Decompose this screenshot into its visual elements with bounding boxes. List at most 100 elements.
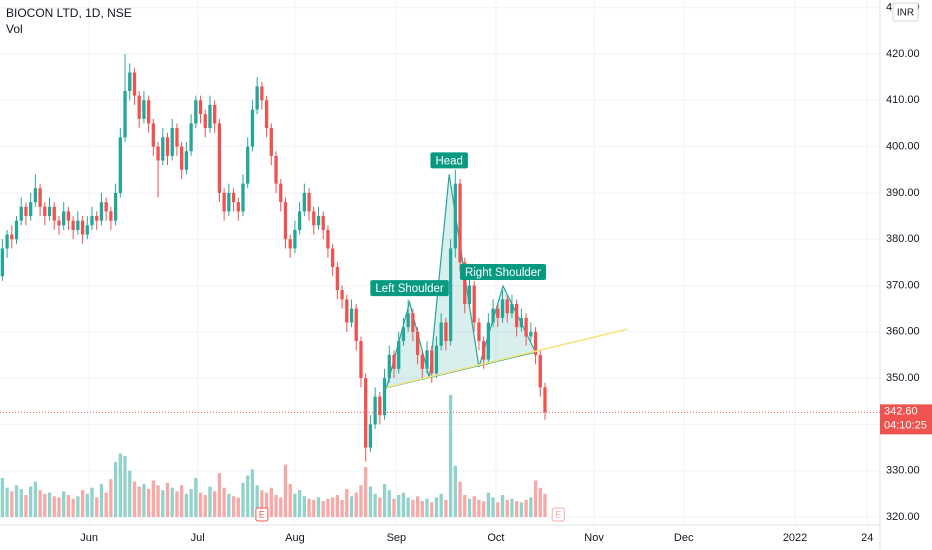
candle-body (505, 299, 509, 314)
volume-bar (104, 492, 108, 517)
candle-body (113, 192, 118, 221)
volume-bar (231, 496, 236, 517)
volume-bar (481, 501, 486, 517)
annotation-box (430, 152, 468, 169)
volume-bar (269, 487, 273, 517)
volume-bar (467, 498, 472, 517)
volume-bar (137, 486, 141, 517)
x-tick-label: Jun (80, 532, 98, 544)
candle-body (335, 266, 340, 291)
candle-body (264, 100, 269, 129)
volume-bar (29, 486, 33, 517)
volume-bar (5, 487, 9, 517)
volume-bar (321, 501, 325, 517)
volume-bar (491, 497, 495, 517)
candle-body (71, 220, 75, 230)
volume-bar (472, 496, 476, 517)
candle-body (236, 202, 240, 212)
volume-bar (387, 490, 391, 517)
volume-bar (293, 493, 297, 517)
volume-bar (43, 493, 47, 517)
candle-body (340, 290, 344, 300)
candle-body (401, 327, 406, 342)
x-tick-label: Nov (584, 532, 604, 544)
candle-body (316, 216, 321, 226)
candle-body (189, 123, 193, 152)
volume-bar (161, 490, 165, 517)
candle-body (472, 285, 476, 323)
volume-bar (378, 497, 382, 517)
volume-bar (71, 498, 75, 517)
volume-bar (288, 484, 292, 517)
volume-bar (33, 481, 38, 517)
candle-body (66, 211, 71, 221)
candle-body (491, 308, 495, 323)
candle-body (349, 308, 354, 323)
candle-body (184, 151, 189, 170)
candle-body (76, 220, 80, 230)
candle-body (95, 216, 99, 221)
volume-bar (19, 488, 23, 517)
volume-bar (227, 493, 231, 517)
candle-body (231, 192, 236, 203)
volume-bar (430, 502, 434, 517)
volume-bar (142, 484, 146, 517)
candle-body (293, 229, 297, 249)
volume-bar (382, 484, 387, 517)
volume-bar (519, 502, 524, 517)
volume-bar (500, 495, 505, 517)
y-tick-label: 330.00 (886, 465, 920, 477)
candle-body (307, 192, 311, 212)
candle-body (312, 211, 316, 226)
candle-body (392, 354, 396, 369)
volume-bar (524, 499, 528, 517)
candle-body (52, 206, 56, 221)
volume-bar (151, 480, 156, 517)
candle-body (217, 123, 222, 193)
candle-body (444, 322, 448, 342)
volume-bar (312, 499, 316, 517)
candle-body (283, 202, 288, 240)
candle-body (510, 304, 514, 314)
candle-body (420, 354, 424, 369)
candle-body (425, 350, 429, 369)
volume-bar (448, 395, 453, 517)
volume-bar (57, 497, 61, 517)
volume-bar (510, 498, 514, 517)
volume-bar (264, 492, 269, 517)
volume-bar (486, 492, 491, 517)
chart-title: BIOCON LTD, 1D, NSE (6, 6, 132, 20)
candle-body (175, 128, 179, 147)
annotation-label: Head (435, 155, 463, 167)
volume-bar (434, 497, 439, 517)
candle-body (529, 331, 533, 337)
annotation: Right Shoulder (459, 263, 547, 280)
volume-bar (538, 487, 542, 517)
volume-bar (425, 498, 429, 517)
volume-bar (146, 488, 151, 517)
volume-bar (217, 473, 222, 517)
annotation: Head (430, 152, 468, 169)
last-price-box (880, 404, 932, 435)
volume-bar (14, 485, 19, 517)
last-price-label: 342.60 (884, 405, 918, 417)
candle-body (331, 248, 335, 267)
candle-body (90, 216, 94, 226)
volume-bar (283, 464, 288, 517)
candle-body (10, 234, 14, 240)
candle-body (14, 220, 19, 240)
volume-bar (0, 477, 5, 517)
annotation-box (459, 263, 547, 280)
candle-body (463, 262, 467, 305)
candle-body (99, 202, 104, 221)
candle-body (29, 202, 33, 217)
candle-body (151, 123, 156, 147)
countdown-label: 04:10:25 (884, 419, 927, 431)
candle-body (359, 341, 363, 379)
volume-bar (123, 456, 127, 517)
volume-bar (24, 495, 28, 517)
candle-body (382, 378, 387, 416)
candle-body (368, 424, 373, 448)
candle-body (203, 114, 207, 129)
